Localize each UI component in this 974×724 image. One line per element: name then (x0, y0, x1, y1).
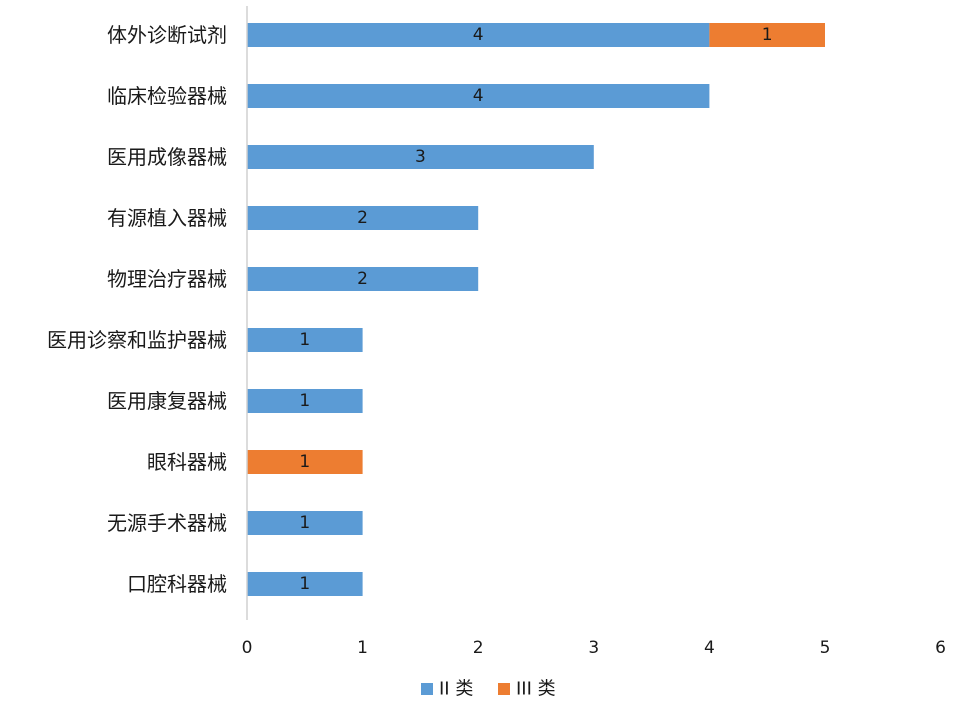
data-label: 1 (299, 452, 310, 472)
x-axis-tick-labels: 0 1 2 3 4 5 6 (242, 638, 946, 658)
category-label: 口腔科器械 (127, 572, 227, 596)
x-tick-label: 0 (242, 638, 253, 658)
legend-entry: III 类 (516, 679, 556, 700)
x-tick-label: 1 (357, 638, 368, 658)
bar-segment-series-0 (247, 572, 363, 596)
data-label: 4 (473, 25, 484, 45)
bar-segment-series-0 (247, 328, 363, 352)
legend: II 类 III 类 (421, 679, 556, 700)
data-label: 3 (415, 147, 426, 167)
category-label: 临床检验器械 (107, 84, 227, 108)
bar-segment-series-0 (247, 511, 363, 535)
data-label: 1 (299, 391, 310, 411)
data-label: 1 (299, 574, 310, 594)
category-label: 医用成像器械 (107, 145, 227, 169)
bar-segment-series-0 (247, 145, 594, 169)
category-label: 无源手术器械 (107, 511, 227, 535)
bars (247, 23, 825, 596)
x-tick-label: 3 (588, 638, 599, 658)
data-label: 2 (357, 208, 368, 228)
category-label: 物理治疗器械 (107, 267, 227, 291)
bar-segment-series-0 (247, 267, 479, 291)
x-tick-label: 2 (473, 638, 484, 658)
x-tick-label: 6 (935, 638, 946, 658)
category-label: 眼科器械 (147, 450, 227, 474)
bar-segment-series-0 (247, 206, 479, 230)
category-label: 医用康复器械 (107, 389, 227, 413)
category-label: 有源植入器械 (107, 206, 227, 230)
category-label: 医用诊察和监护器械 (47, 328, 227, 352)
data-label: 4 (473, 86, 484, 106)
legend-swatch (498, 683, 510, 695)
legend-entry: II 类 (439, 679, 473, 700)
bar-segment-series-0 (247, 389, 363, 413)
data-label: 1 (762, 25, 773, 45)
category-labels: 体外诊断试剂临床检验器械医用成像器械有源植入器械物理治疗器械医用诊察和监护器械医… (47, 23, 227, 596)
data-label: 2 (357, 269, 368, 289)
x-tick-label: 4 (704, 638, 715, 658)
bar-segment-series-1 (709, 23, 825, 47)
data-labels: 4 1 4 3 2 2 1 1 1 1 1 (299, 25, 772, 594)
data-label: 1 (299, 513, 310, 533)
data-label: 1 (299, 330, 310, 350)
bar-segment-series-0 (247, 84, 710, 108)
x-tick-label: 5 (820, 638, 831, 658)
bar-segment-series-0 (247, 23, 710, 47)
legend-swatch (421, 683, 433, 695)
bar-segment-series-1 (247, 450, 363, 474)
category-label: 体外诊断试剂 (107, 23, 227, 47)
